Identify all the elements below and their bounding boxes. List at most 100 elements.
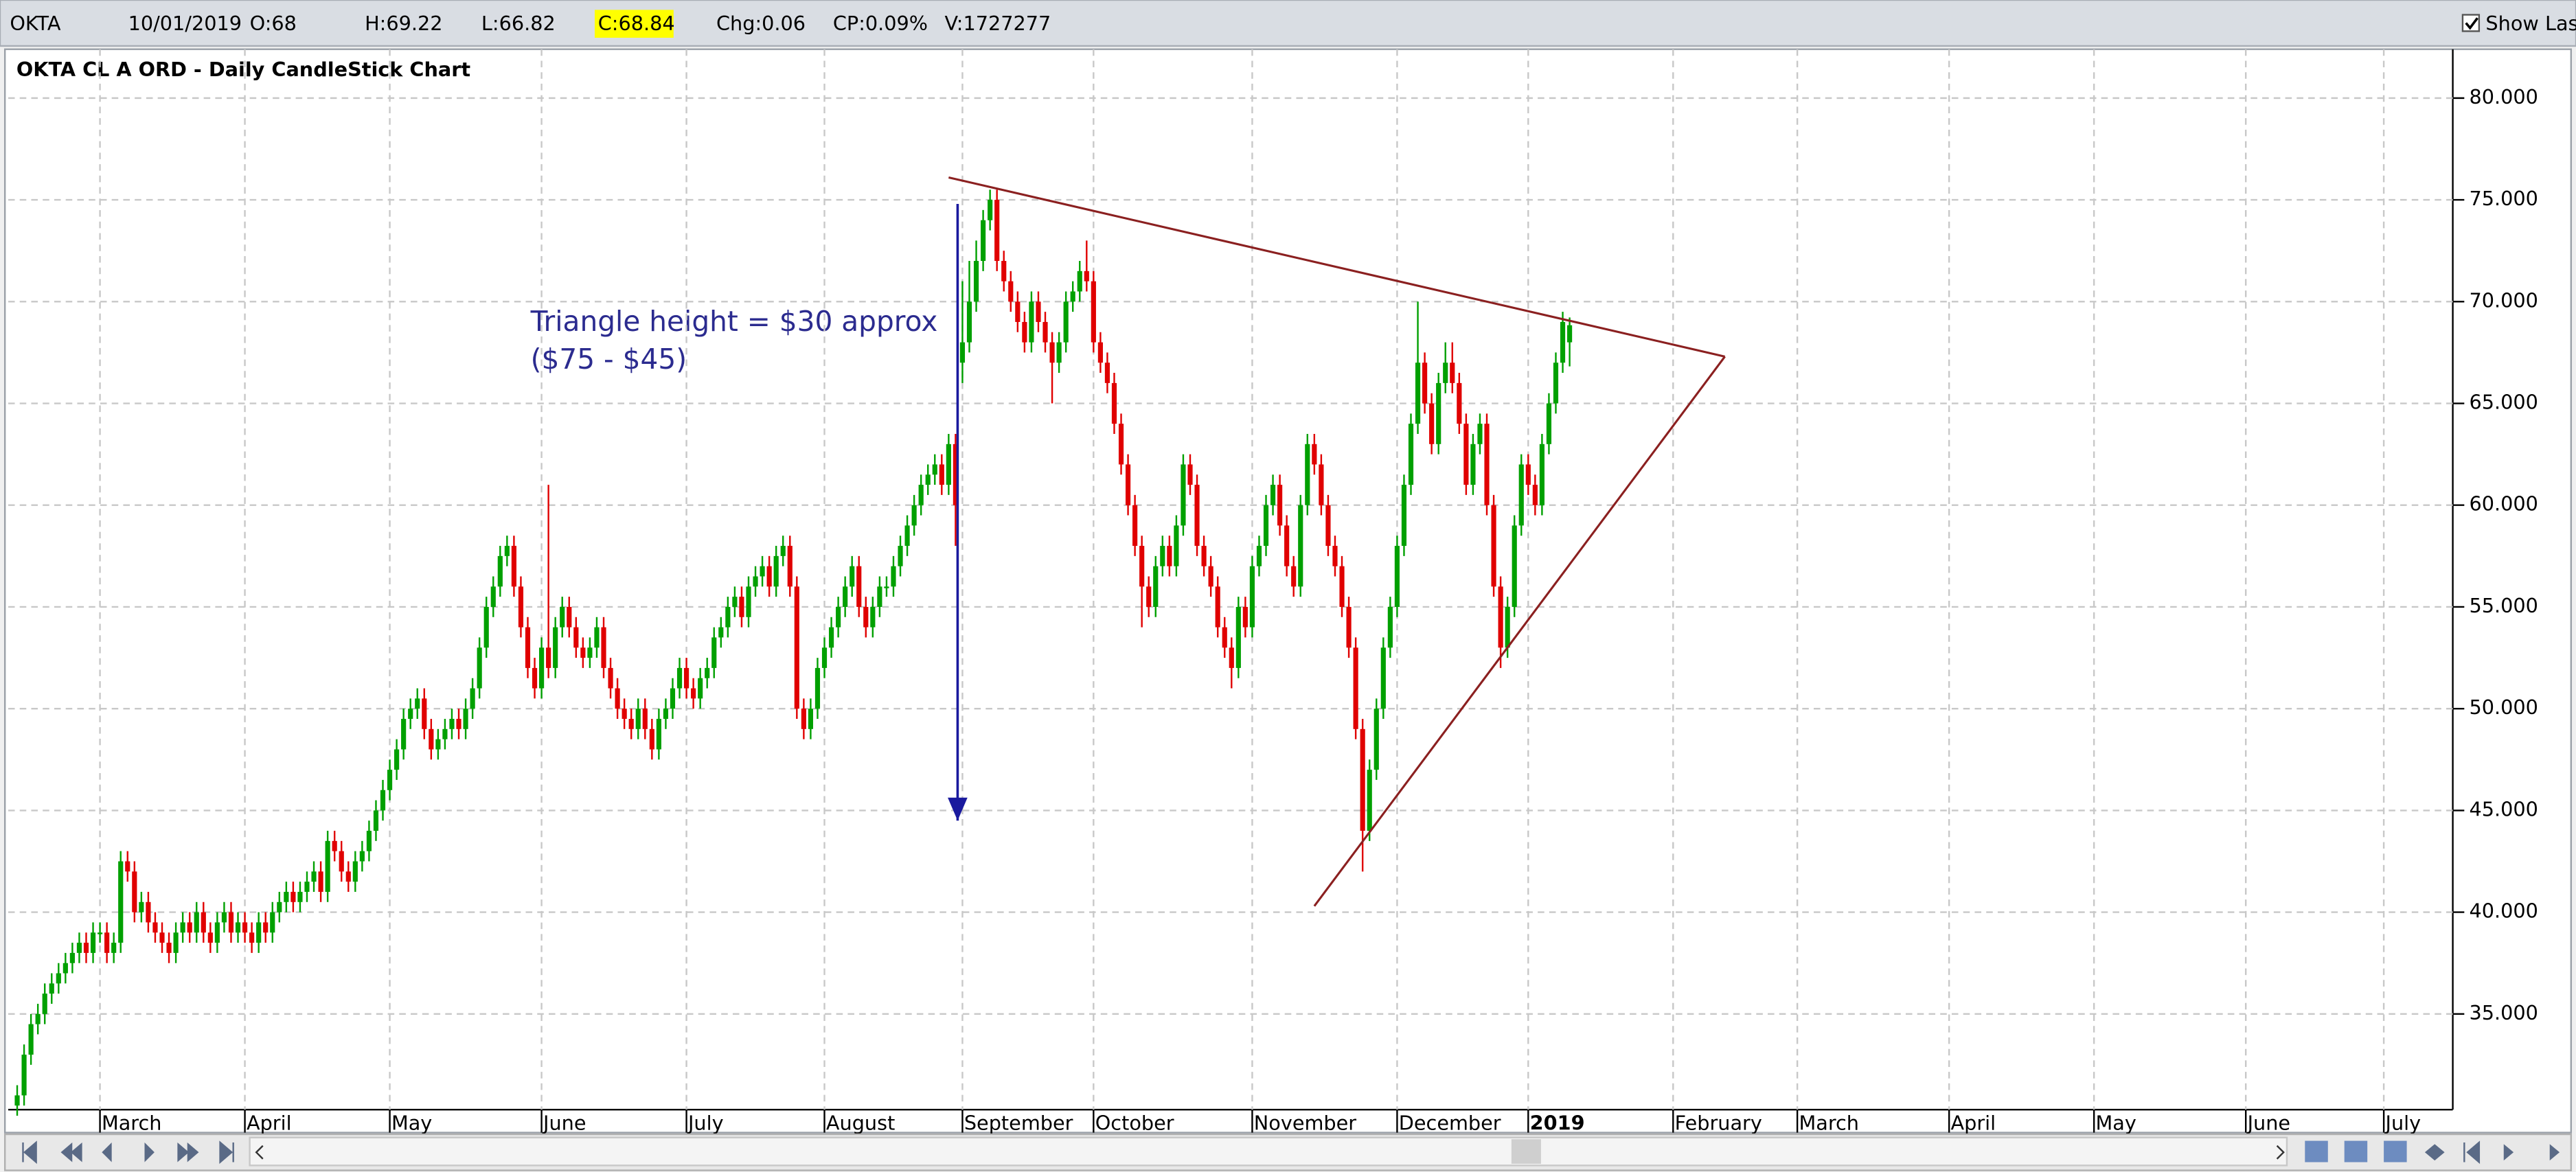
- candle-body: [490, 586, 496, 607]
- candle-body: [1056, 342, 1062, 363]
- candle-body: [856, 566, 862, 607]
- candle-body: [525, 627, 531, 668]
- candle-body: [1263, 505, 1269, 547]
- candle-body: [628, 718, 634, 729]
- candle-body: [401, 718, 407, 750]
- close-highlight: [594, 10, 674, 38]
- candle-body: [821, 647, 828, 668]
- candle-body: [332, 840, 337, 851]
- candle-body: [180, 922, 185, 933]
- tool-button[interactable]: [2305, 1140, 2328, 1162]
- candle-body: [843, 586, 848, 607]
- candle-body: [1139, 546, 1145, 587]
- candle-body: [359, 851, 365, 862]
- candle-body: [718, 627, 724, 638]
- candle-body: [988, 200, 993, 220]
- header-bar: OKTA 10/01/2019 O:68 H:69.22 L:66.82 C:6…: [0, 0, 2576, 47]
- candle-body: [580, 647, 586, 658]
- forward-button[interactable]: [144, 1142, 155, 1162]
- page-forward-button[interactable]: [177, 1142, 199, 1162]
- candle-body: [21, 1055, 27, 1096]
- candle-body: [1235, 606, 1241, 668]
- candle-body: [449, 718, 455, 729]
- candle-body: [125, 861, 130, 872]
- plot-layer: 35.000 40.000 45.000 50.000 55.000 60.000 65.0…: [8, 49, 2538, 1135]
- scroll-thumb[interactable]: [1511, 1139, 1541, 1164]
- candle-body: [808, 709, 814, 729]
- x-tick-label: 2019: [1530, 1112, 1585, 1135]
- candle-body: [1312, 444, 1317, 465]
- first-button[interactable]: [22, 1140, 37, 1164]
- candle-body: [911, 505, 917, 526]
- candle-body: [1256, 546, 1262, 566]
- tool-button[interactable]: [2384, 1140, 2407, 1162]
- volume-field: V:1727277: [945, 12, 1051, 35]
- show-last-label[interactable]: Show Last: [2485, 12, 2576, 35]
- candle-body: [159, 932, 165, 943]
- scroll-arrows[interactable]: [255, 1145, 2285, 1160]
- candle-body: [676, 667, 683, 689]
- candle-body: [1036, 301, 1041, 322]
- candle-body: [918, 485, 924, 505]
- show-last-checkbox[interactable]: [2461, 14, 2481, 32]
- y-tick-label: 35.000: [2470, 1001, 2538, 1024]
- candle-body: [1084, 271, 1089, 281]
- candle-body: [290, 891, 296, 902]
- scroll-left-button[interactable]: [2503, 1144, 2514, 1161]
- page-back-button[interactable]: [60, 1142, 82, 1162]
- candle-body: [304, 882, 310, 892]
- x-tick-label: June: [542, 1112, 586, 1135]
- candle-body: [939, 464, 944, 485]
- candle-body: [442, 728, 448, 739]
- scroll-right-button[interactable]: [2549, 1144, 2560, 1161]
- candle-body: [14, 1095, 20, 1106]
- zoom-button[interactable]: [2463, 1140, 2481, 1164]
- candle-body: [118, 861, 124, 943]
- candle-body: [1408, 424, 1414, 485]
- candle-body: [1512, 525, 1517, 607]
- candle-body: [511, 546, 516, 587]
- back-button[interactable]: [102, 1142, 112, 1162]
- open-field: O:68: [250, 12, 297, 35]
- tool-button[interactable]: [2344, 1140, 2368, 1162]
- candle-body: [953, 444, 958, 505]
- candle-body: [311, 871, 317, 882]
- candle-body: [828, 627, 834, 648]
- candle-body: [187, 922, 192, 933]
- x-tick-label: August: [826, 1112, 895, 1135]
- candle-body: [560, 606, 565, 628]
- candle-body: [663, 709, 669, 719]
- candle-body: [1042, 321, 1048, 343]
- candle-body: [836, 606, 841, 628]
- candle-body: [297, 891, 303, 902]
- annotation: Triangle height = $30 approx: [530, 305, 938, 338]
- candle-body: [422, 698, 427, 729]
- scrollbar[interactable]: [249, 1136, 2288, 1167]
- candle-body: [221, 912, 227, 923]
- candle-body: [456, 718, 461, 729]
- candle-body: [567, 606, 572, 628]
- candle-body: [1484, 424, 1490, 505]
- candle-body: [635, 709, 641, 729]
- candle-body: [1070, 291, 1075, 302]
- candle-body: [601, 627, 606, 668]
- candle-body: [1401, 485, 1407, 547]
- last-button[interactable]: [219, 1140, 234, 1164]
- candle-body: [28, 1024, 34, 1055]
- candle-body: [415, 698, 420, 709]
- candle-body: [1498, 586, 1503, 648]
- candle-body: [1319, 464, 1324, 505]
- candle-body: [69, 952, 75, 963]
- date: 10/01/2019: [128, 12, 242, 35]
- candle-body: [104, 932, 110, 953]
- candle-body: [483, 606, 489, 648]
- zoom-button[interactable]: [2424, 1144, 2445, 1161]
- candle-body: [1505, 606, 1510, 648]
- candle-body: [1284, 525, 1290, 566]
- candle-body: [228, 912, 234, 933]
- candle-body: [683, 667, 689, 689]
- candle-body: [904, 525, 910, 547]
- candle-body: [1560, 321, 1566, 363]
- x-tick-label: March: [102, 1112, 161, 1135]
